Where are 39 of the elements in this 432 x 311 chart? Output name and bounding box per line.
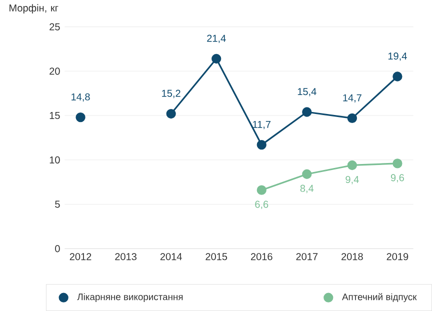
- x-tick-label: 2019: [386, 253, 408, 260]
- legend-label: Лікарняне використання: [77, 293, 183, 302]
- point: [212, 54, 222, 64]
- point: [302, 169, 312, 179]
- data-label: 15,4: [298, 88, 316, 96]
- y-axis-title: Морфін, кг: [10, 4, 58, 14]
- point: [256, 140, 266, 150]
- x-tick-label: 2014: [160, 253, 182, 260]
- data-label: 9,6: [390, 174, 404, 182]
- x-tick-label: 2012: [70, 253, 92, 260]
- y-tick-label: 0: [55, 245, 60, 252]
- x-tick-label: 2016: [250, 253, 272, 260]
- point: [347, 160, 357, 170]
- y-tick-label: 5: [55, 200, 60, 208]
- data-label: 11,7: [253, 120, 270, 130]
- point: [392, 158, 402, 168]
- point: [392, 72, 402, 82]
- y-tick-label: 15: [50, 112, 60, 120]
- x-tick-label: 2017: [296, 253, 318, 260]
- point: [256, 185, 266, 195]
- data-label: 8,4: [300, 184, 314, 194]
- y-tick-label: 10: [50, 156, 60, 164]
- data-label: 21,4: [207, 34, 226, 44]
- legend-label: Аптечний відпуск: [342, 293, 417, 302]
- y-tick-label: 25: [50, 23, 60, 30]
- data-label: 6,6: [255, 200, 268, 210]
- data-label: 9,4: [346, 176, 359, 184]
- point: [76, 112, 86, 122]
- x-tick-label: 2015: [206, 253, 228, 260]
- y-tick-label: 20: [50, 68, 60, 75]
- x-tick-label: 2018: [342, 253, 363, 260]
- point: [347, 113, 357, 124]
- data-label: 19,4: [388, 52, 407, 61]
- data-label: 15,2: [162, 90, 180, 98]
- data-label: 14,8: [72, 93, 90, 102]
- data-label: 14,7: [343, 94, 362, 102]
- point: [166, 108, 176, 119]
- point: [302, 107, 312, 117]
- x-tick-label: 2013: [115, 253, 136, 260]
